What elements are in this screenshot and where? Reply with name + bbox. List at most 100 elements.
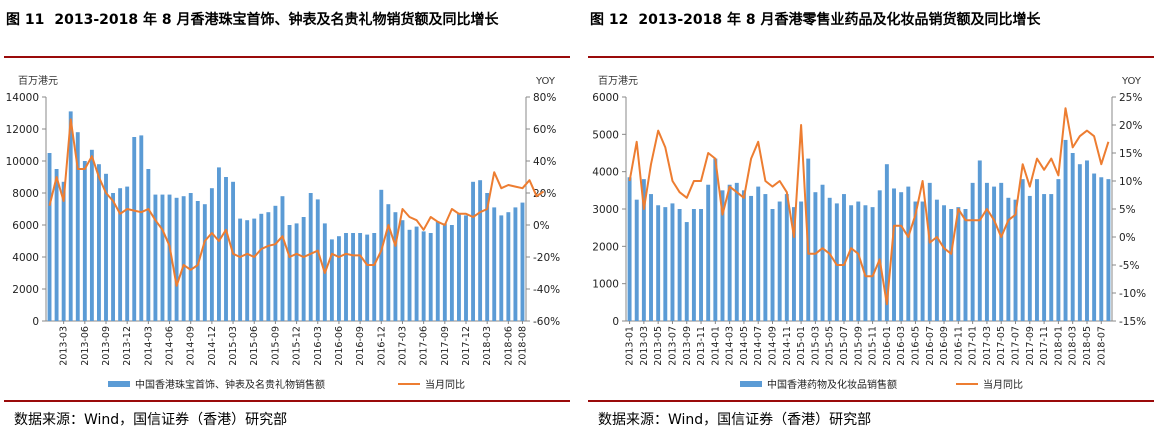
x-axis-tick-label: 2015-09 <box>270 326 281 366</box>
sales-bar <box>209 188 214 321</box>
x-axis-tick-label: 2018-01 <box>1053 326 1064 366</box>
figure-title-text: 2013-2018 年 8 月香港珠宝首饰、钟表及名贵礼物销货额及同比增长 <box>54 12 499 28</box>
sales-bar <box>634 199 639 321</box>
sales-bar <box>245 220 250 321</box>
x-axis-tick-label: 2014-12 <box>207 326 218 366</box>
sales-bar <box>442 223 447 321</box>
right-axis-tick-label: 40% <box>533 156 556 168</box>
right-axis-tick-label: -15% <box>1119 316 1146 328</box>
sales-bar <box>273 205 278 321</box>
sales-bar <box>799 201 804 321</box>
sales-bar <box>181 196 186 321</box>
source-note: 数据来源：Wind，国信证券（香港）研究部 <box>598 412 872 428</box>
sales-bar <box>449 225 454 321</box>
sales-bar <box>849 205 854 321</box>
title-rule <box>588 56 1154 58</box>
right-axis-tick-label: -10% <box>1119 288 1146 300</box>
sales-bar <box>877 190 882 321</box>
right-axis-tick-label: -60% <box>533 316 560 328</box>
sales-bar <box>713 158 718 321</box>
left-axis-tick-label: 1000 <box>592 279 619 291</box>
sales-bar <box>949 209 954 321</box>
x-axis-tick-label: 2015-03 <box>228 326 239 366</box>
sales-bar <box>1027 195 1032 321</box>
sales-bar <box>104 173 108 321</box>
sales-bar <box>934 199 939 321</box>
sales-bar <box>393 212 398 321</box>
left-axis-tick-label: 4000 <box>12 252 39 264</box>
sales-bar <box>984 182 989 321</box>
x-axis-tick-label: 2015-09 <box>853 326 864 366</box>
sales-bar <box>111 193 115 321</box>
x-axis-tick-label: 2013-01 <box>625 326 636 366</box>
right-axis-tick-label: 60% <box>533 124 556 136</box>
sales-bar <box>329 239 334 321</box>
sales-bar <box>188 193 193 321</box>
x-axis-tick-label: 2016-03 <box>896 326 907 366</box>
sales-bar <box>224 177 228 321</box>
sales-bar <box>670 203 675 321</box>
sales-bar <box>315 199 320 321</box>
x-axis-tick-label: 2017-11 <box>1039 326 1050 366</box>
sales-bar <box>146 169 151 321</box>
left-axis-unit: 百万港元 <box>598 75 638 87</box>
x-axis-tick-label: 2015-07 <box>839 326 850 366</box>
sales-bar <box>478 180 483 321</box>
sales-bar <box>1099 177 1104 321</box>
sales-bar <box>870 207 875 321</box>
legend-line-label: 当月同比 <box>425 378 465 391</box>
sales-bar <box>386 204 391 321</box>
right-axis-tick-label: 20% <box>1119 120 1142 132</box>
x-axis-tick-label: 2014-05 <box>739 326 750 366</box>
sales-bar <box>791 207 796 321</box>
sales-bar <box>1034 179 1039 321</box>
x-axis-tick-label: 2014-01 <box>710 326 721 366</box>
x-axis-tick-label: 2016-11 <box>953 326 964 366</box>
sales-bar <box>337 236 341 321</box>
sales-bar <box>167 194 172 321</box>
sales-bar <box>684 222 689 321</box>
sales-bar <box>464 215 468 321</box>
sales-bar <box>400 220 405 321</box>
sales-bar <box>301 217 306 321</box>
right-axis-tick-label: 0% <box>1119 232 1136 244</box>
sales-bar <box>485 193 490 321</box>
sales-bar <box>763 194 768 321</box>
x-axis-tick-label: 2015-11 <box>868 326 879 366</box>
x-axis-tick-label: 2016-06 <box>334 326 345 366</box>
sales-bar <box>1077 164 1082 321</box>
sales-bar <box>977 160 982 321</box>
x-axis-tick-label: 2013-07 <box>667 326 678 366</box>
yoy-line <box>628 107 1110 306</box>
sales-bar <box>344 233 348 321</box>
sales-bar <box>1085 160 1089 321</box>
sales-bar <box>118 188 123 321</box>
x-axis-tick-label: 2017-07 <box>1011 326 1022 366</box>
sales-bar <box>75 132 80 321</box>
sales-bar <box>727 184 732 321</box>
legend-line-label: 当月同比 <box>983 378 1023 391</box>
sales-bar <box>1092 173 1097 321</box>
legend-bar-swatch <box>108 381 130 387</box>
sales-bar <box>365 234 370 321</box>
sales-bar <box>435 221 440 321</box>
sales-bar <box>892 188 896 321</box>
source-note: 数据来源：Wind，国信证券（香港）研究部 <box>14 412 288 428</box>
sales-bar <box>132 137 137 321</box>
sales-bar <box>842 194 846 321</box>
sales-bar <box>663 207 668 321</box>
sales-bar <box>287 225 292 321</box>
left-axis-tick-label: 8000 <box>12 188 39 200</box>
sales-bar <box>884 164 889 321</box>
sales-bar <box>770 209 775 321</box>
sales-bar <box>856 201 861 321</box>
sales-bar <box>266 212 271 321</box>
sales-bar <box>920 201 925 321</box>
right-axis-tick-label: 25% <box>1119 92 1142 104</box>
source-rule <box>588 400 1154 402</box>
sales-bar <box>627 177 632 321</box>
sales-bar <box>820 184 825 321</box>
sales-bar <box>777 201 782 321</box>
x-axis-tick-label: 2013-03 <box>639 326 650 366</box>
left-axis-tick-label: 3000 <box>592 204 619 216</box>
